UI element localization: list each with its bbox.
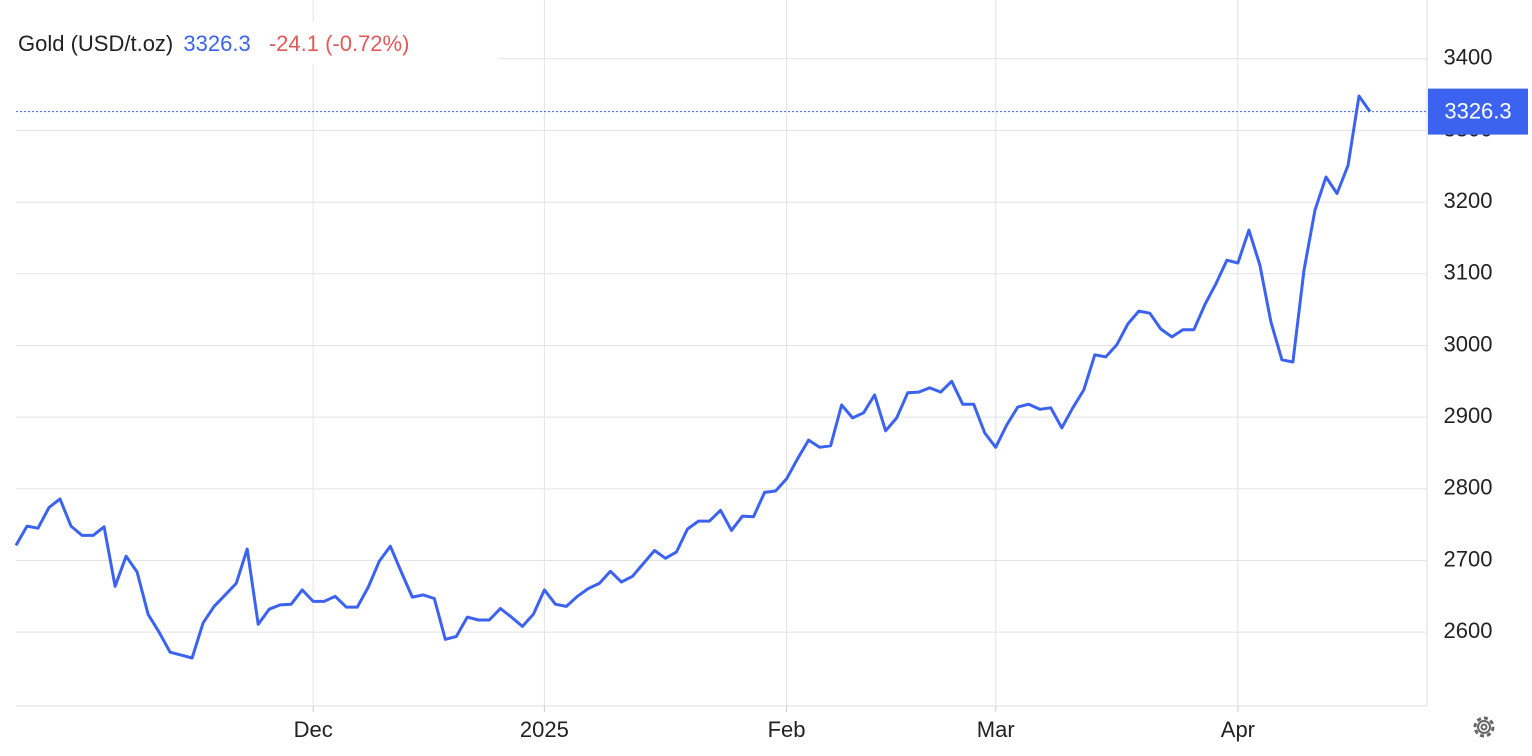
grid xyxy=(16,0,1427,706)
last-price: 3326.3 xyxy=(183,31,250,56)
y-tick-label: 2900 xyxy=(1444,403,1493,428)
line xyxy=(14,94,1372,660)
y-tick-label: 3200 xyxy=(1444,188,1493,213)
chart-title: Gold (USD/t.oz) xyxy=(18,31,173,56)
header: Gold (USD/t.oz) 3326.3 -24.1 (-0.72%) xyxy=(18,31,409,56)
last-price-label: 3326.3 xyxy=(1444,98,1511,123)
header-bg xyxy=(10,22,498,64)
y-tick-label: 3000 xyxy=(1444,331,1493,356)
settings-icon[interactable] xyxy=(1473,716,1495,738)
y-tick-label: 2700 xyxy=(1444,546,1493,571)
x-tick-label: Apr xyxy=(1221,717,1255,742)
y-tick-label: 2800 xyxy=(1444,475,1493,500)
x-tick-label: Mar xyxy=(977,717,1015,742)
plot xyxy=(14,94,1427,660)
x-tick-label: 2025 xyxy=(520,717,569,742)
last-price-tag xyxy=(1428,88,1528,135)
price-change: -24.1 (-0.72%) xyxy=(269,31,410,56)
y-tick-label: 3100 xyxy=(1444,260,1493,285)
x-tick-label: Feb xyxy=(768,717,806,742)
x-tick-label: Dec xyxy=(294,717,333,742)
y-tick-label: 3400 xyxy=(1444,45,1493,70)
y-tick-label: 2600 xyxy=(1444,618,1493,643)
